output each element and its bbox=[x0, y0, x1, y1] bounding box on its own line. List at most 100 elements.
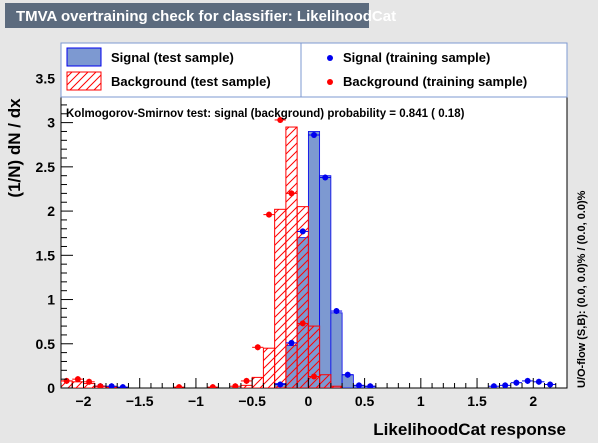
y-tick-label: 0.5 bbox=[36, 336, 56, 352]
signal-training-point-marker bbox=[299, 228, 306, 235]
axes: −2 −1.5 −1 −0.5 0 0.5 1 1.5 2 0 0.5 1 1.5 2 2.5 3 3.5 bbox=[36, 42, 568, 409]
background-training-point-marker bbox=[176, 384, 183, 388]
x-tick-label: 0 bbox=[304, 393, 312, 409]
legend-background-test-label: Background (test sample) bbox=[111, 74, 271, 89]
background-training-point bbox=[252, 344, 264, 351]
chart-title: TMVA overtraining check for classifier: … bbox=[16, 8, 396, 25]
background-training-point bbox=[229, 383, 241, 388]
signal-training-point bbox=[364, 383, 376, 388]
signal-training-point bbox=[105, 383, 118, 388]
background-test-bar bbox=[240, 384, 253, 388]
background-test-bar bbox=[274, 208, 287, 388]
x-tick-label: 2 bbox=[529, 393, 537, 409]
signal-training-point-marker bbox=[288, 339, 295, 346]
background-training-point bbox=[285, 190, 298, 197]
background-training-point-marker bbox=[97, 383, 104, 388]
signal-training-point-marker bbox=[490, 383, 497, 388]
signal-training-point bbox=[319, 174, 331, 181]
background-training-point bbox=[83, 378, 95, 385]
signal-test-bar bbox=[330, 312, 343, 388]
background-training-point bbox=[308, 373, 320, 380]
signal-training-point bbox=[297, 228, 309, 235]
y-tick-label: 1 bbox=[47, 292, 55, 308]
x-tick-label: −1 bbox=[188, 393, 204, 409]
background-training-point-marker bbox=[86, 378, 93, 385]
background-training-point-marker bbox=[254, 344, 261, 351]
background-training-point-marker bbox=[288, 190, 295, 197]
legend-signal-test-swatch bbox=[66, 47, 102, 67]
title-box bbox=[5, 3, 369, 28]
background-training-point bbox=[240, 377, 253, 384]
legend-background-test-swatch bbox=[66, 71, 102, 91]
signal-training-point-marker bbox=[277, 381, 284, 388]
signal-test-bar bbox=[319, 175, 332, 388]
x-tick-label: −0.5 bbox=[238, 393, 266, 409]
background-training-point-marker bbox=[243, 377, 250, 384]
training-points bbox=[61, 116, 556, 388]
background-training-point-marker bbox=[232, 383, 239, 388]
legend-background-training-marker bbox=[327, 79, 333, 85]
signal-training-point bbox=[544, 381, 556, 388]
histogram-bars bbox=[61, 126, 377, 388]
signal-training-point bbox=[342, 371, 354, 378]
background-test-bar bbox=[307, 325, 321, 388]
y-tick-label: 2.5 bbox=[36, 159, 56, 175]
signal-training-point bbox=[274, 381, 286, 388]
y-tick-label: 3.5 bbox=[36, 70, 56, 86]
signal-training-point-marker bbox=[333, 308, 340, 315]
background-test-bar bbox=[71, 381, 84, 388]
x-tick-label: −2 bbox=[76, 393, 92, 409]
background-training-point bbox=[173, 384, 185, 388]
signal-training-point bbox=[533, 378, 545, 385]
background-training-point-marker bbox=[266, 211, 273, 218]
signal-training-point-marker bbox=[311, 132, 317, 138]
y-axis-title: (1/N) dN / dx bbox=[5, 98, 24, 198]
legend-box-right bbox=[300, 42, 568, 98]
background-training-point bbox=[207, 384, 219, 388]
signal-training-point-marker bbox=[524, 377, 531, 384]
background-test-bar bbox=[330, 385, 343, 388]
ks-test-text: Kolmogorov-Smirnov test: signal (backgro… bbox=[66, 108, 465, 120]
signal-training-point bbox=[353, 382, 365, 388]
background-training-point bbox=[72, 376, 84, 383]
signal-training-point bbox=[522, 377, 534, 384]
legend: Signal (test sample) Background (test sa… bbox=[60, 42, 568, 98]
signal-training-point bbox=[510, 379, 523, 386]
background-test-bar bbox=[285, 126, 298, 388]
legend-signal-training-label: Signal (training sample) bbox=[343, 50, 490, 65]
signal-training-point-marker bbox=[547, 381, 554, 388]
signal-training-point bbox=[117, 384, 129, 388]
background-training-point-marker bbox=[209, 384, 216, 388]
signal-training-point-marker bbox=[355, 382, 362, 388]
background-training-point bbox=[94, 383, 106, 388]
signal-training-point-marker bbox=[108, 383, 115, 388]
signal-training-point-marker bbox=[367, 383, 374, 388]
x-tick-label: −1.5 bbox=[126, 393, 154, 409]
background-test-bar bbox=[262, 347, 276, 388]
background-training-point-marker bbox=[311, 373, 317, 380]
background-training-point bbox=[274, 116, 286, 123]
background-training-point-marker bbox=[299, 320, 306, 327]
signal-training-point-marker bbox=[322, 174, 329, 181]
x-axis-title: LikelihoodCat response bbox=[373, 420, 566, 439]
x-tick-label: 1.5 bbox=[467, 393, 487, 409]
signal-training-point-marker bbox=[535, 378, 542, 385]
y-tick-label: 1.5 bbox=[36, 247, 56, 263]
y-tick-label: 3 bbox=[47, 115, 55, 131]
background-test-bar bbox=[296, 206, 309, 388]
signal-training-point bbox=[330, 308, 343, 315]
background-training-point bbox=[263, 211, 275, 218]
x-tick-label: 1 bbox=[417, 393, 425, 409]
legend-signal-test-label: Signal (test sample) bbox=[111, 50, 234, 65]
background-training-point bbox=[297, 320, 309, 327]
legend-signal-training-marker bbox=[327, 55, 333, 61]
signal-training-point-marker bbox=[513, 379, 520, 386]
legend-background-training-label: Background (training sample) bbox=[343, 74, 527, 89]
x-tick-label: 0.5 bbox=[355, 393, 375, 409]
y-tick-label: 2 bbox=[47, 203, 55, 219]
overflow-label: U/O-flow (S,B): (0.0, 0.0)% / (0.0, 0.0)… bbox=[576, 190, 588, 388]
signal-training-point-marker bbox=[502, 382, 509, 388]
background-training-point-marker bbox=[74, 376, 81, 383]
signal-training-point bbox=[499, 382, 511, 388]
